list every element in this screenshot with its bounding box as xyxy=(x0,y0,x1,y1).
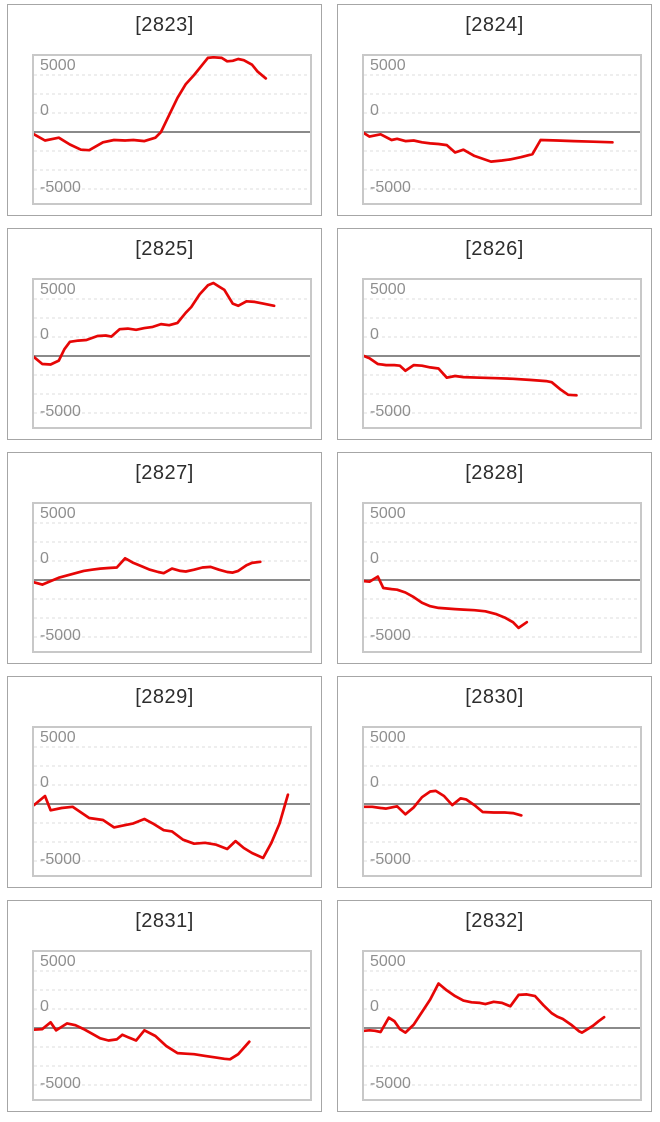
data-line xyxy=(364,575,529,630)
line-chart-svg xyxy=(364,522,640,638)
chart-title: [2832] xyxy=(465,910,524,932)
plot-area: 5000 0 -5000 xyxy=(32,502,312,653)
data-line xyxy=(364,982,606,1034)
chart-title: [2831] xyxy=(135,910,194,932)
plot-area: 5000 0 -5000 xyxy=(362,502,642,653)
data-line xyxy=(364,131,614,163)
chart-cell-2828: [2828] 5000 0 -5000 xyxy=(337,452,652,664)
line-chart-svg xyxy=(364,298,640,414)
chart-title: [2827] xyxy=(135,462,194,484)
plot-area: 5000 0 -5000 xyxy=(362,950,642,1101)
data-line xyxy=(34,793,290,860)
data-line xyxy=(34,281,276,366)
line-chart-svg xyxy=(364,74,640,190)
line-chart-svg xyxy=(364,746,640,862)
line-chart-svg xyxy=(364,970,640,1086)
chart-cell-2825: [2825] 5000 0 -5000 xyxy=(7,228,322,440)
line-chart-svg xyxy=(34,970,310,1086)
chart-cell-2831: [2831] 5000 0 -5000 xyxy=(7,900,322,1112)
data-line xyxy=(34,1020,251,1061)
chart-title: [2826] xyxy=(465,238,524,260)
plot-area: 5000 0 -5000 xyxy=(362,726,642,877)
line-chart-svg xyxy=(34,522,310,638)
chart-title: [2830] xyxy=(465,686,524,708)
chart-cell-2824: [2824] 5000 0 -5000 xyxy=(337,4,652,216)
data-line xyxy=(34,56,268,152)
chart-title: [2828] xyxy=(465,462,524,484)
chart-cell-2827: [2827] 5000 0 -5000 xyxy=(7,452,322,664)
data-line xyxy=(364,354,578,397)
line-chart-svg xyxy=(34,746,310,862)
plot-area: 5000 0 -5000 xyxy=(362,278,642,429)
plot-area: 5000 0 -5000 xyxy=(32,54,312,205)
line-chart-svg xyxy=(34,281,310,414)
plot-area: 5000 0 -5000 xyxy=(362,54,642,205)
data-line xyxy=(34,556,262,586)
chart-title: [2829] xyxy=(135,686,194,708)
plot-area: 5000 0 -5000 xyxy=(32,278,312,429)
data-line xyxy=(364,789,523,817)
chart-cell-2826: [2826] 5000 0 -5000 xyxy=(337,228,652,440)
chart-title: [2823] xyxy=(135,14,194,36)
chart-title: [2824] xyxy=(465,14,524,36)
chart-title: [2825] xyxy=(135,238,194,260)
line-chart-svg xyxy=(34,56,310,190)
chart-cell-2830: [2830] 5000 0 -5000 xyxy=(337,676,652,888)
plot-area: 5000 0 -5000 xyxy=(32,726,312,877)
chart-cell-2832: [2832] 5000 0 -5000 xyxy=(337,900,652,1112)
chart-cell-2829: [2829] 5000 0 -5000 xyxy=(7,676,322,888)
plot-area: 5000 0 -5000 xyxy=(32,950,312,1101)
chart-cell-2823: [2823] 5000 0 -5000 xyxy=(7,4,322,216)
